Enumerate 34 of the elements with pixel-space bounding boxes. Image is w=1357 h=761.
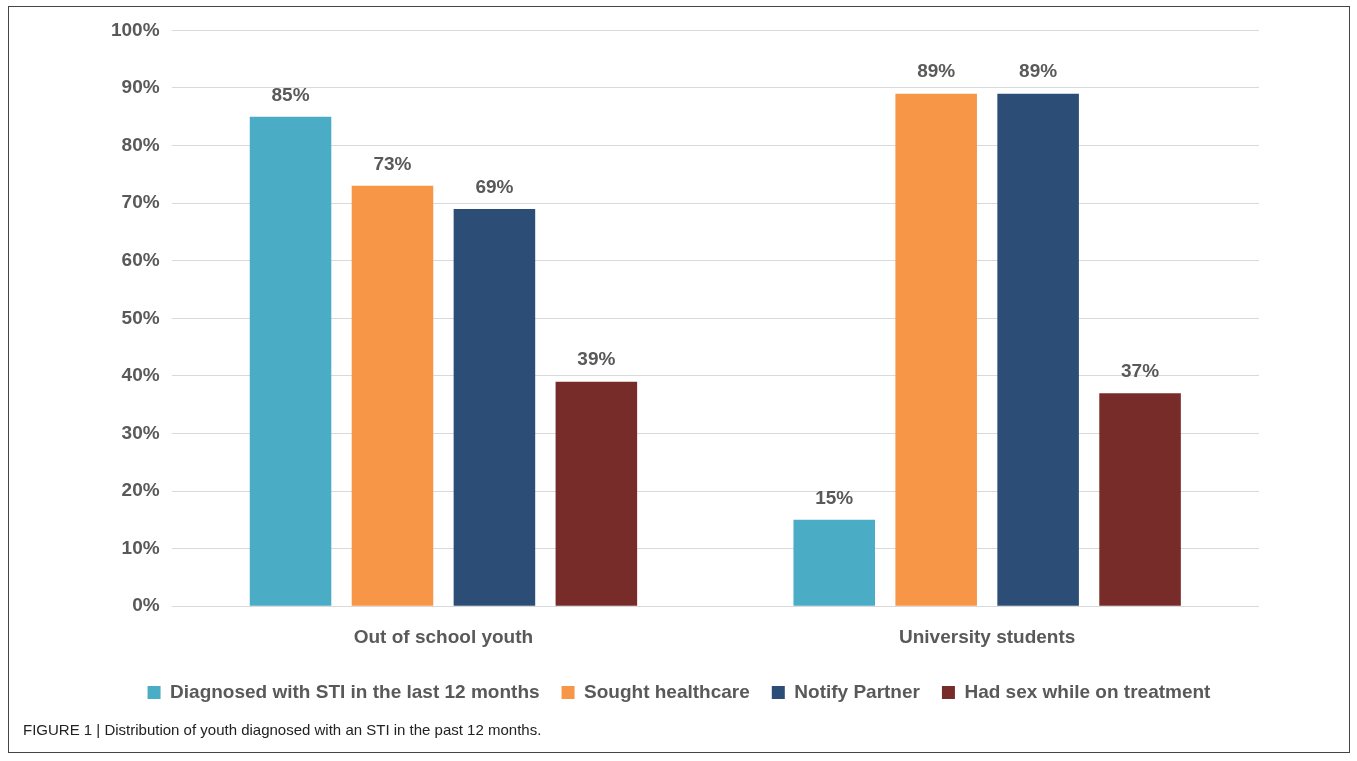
y-tick-label: 0% [132, 594, 160, 616]
x-tick-label: Out of school youth [353, 625, 534, 647]
y-tick-label: 20% [121, 479, 160, 501]
data-label: 73% [373, 152, 412, 174]
data-label: 37% [1121, 359, 1160, 381]
caption: FIGURE 1 | Distribution of youth diagnosed with an STI in the past 12 months. [23, 721, 542, 738]
bar [453, 208, 536, 606]
bar [249, 116, 332, 606]
data-label: 15% [815, 486, 854, 508]
bar [1099, 393, 1181, 606]
y-tick-label: 50% [121, 306, 160, 328]
data-label: 89% [1019, 60, 1058, 82]
bar [997, 93, 1079, 606]
data-label: 89% [917, 60, 956, 82]
y-tick-label: 30% [121, 421, 160, 443]
data-label: 69% [475, 175, 514, 197]
bar [895, 93, 977, 606]
x-tick-label: University students [898, 625, 1076, 647]
legend-label: Notify Partner [794, 680, 921, 702]
bar [555, 381, 638, 606]
bar [793, 519, 876, 606]
bar [351, 185, 434, 606]
y-tick-label: 10% [121, 536, 160, 558]
y-tick-label: 60% [121, 248, 160, 270]
legend-label: Had sex while on treatment [964, 680, 1212, 702]
y-tick-label: 40% [121, 364, 160, 386]
data-label: 39% [577, 348, 616, 370]
legend-label: Sought healthcare [584, 680, 750, 702]
y-tick-label: 100% [110, 18, 160, 40]
data-label: 85% [271, 83, 310, 105]
legend-label: Diagnosed with STI in the last 12 months [170, 680, 540, 702]
y-tick-label: 70% [121, 191, 160, 213]
y-tick-label: 90% [121, 76, 160, 98]
y-tick-label: 80% [121, 133, 160, 155]
